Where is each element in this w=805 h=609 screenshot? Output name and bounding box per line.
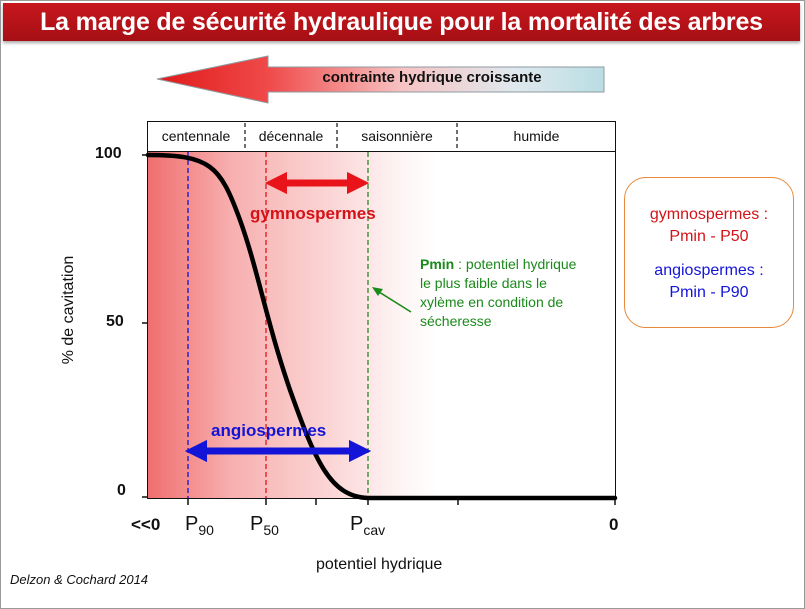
x-tick-p90: P90 (185, 513, 214, 538)
vulnerability-curve (145, 152, 618, 501)
stress-arrow (156, 55, 605, 104)
x-tick-p50: P50 (250, 513, 279, 538)
x-axis-label: potentiel hydrique (316, 556, 443, 573)
pmin-annotation: Pmin : potentiel hydrique le plus faible… (420, 255, 590, 331)
x-tick-pcav: Pcav (350, 513, 386, 538)
band-decennale: décennale (245, 121, 337, 152)
stress-arrow-label: contrainte hydrique croissante (322, 69, 542, 86)
y-tick-50: 50 (106, 313, 124, 330)
slide-title: La marge de sécurité hydraulique pour la… (3, 3, 800, 41)
x-tick-left: <<0 (131, 515, 161, 534)
legend-gymno-formula: Pmin - P50 (669, 228, 749, 245)
y-axis-label: % de cavitation (60, 255, 77, 365)
y-tick-0: 0 (117, 482, 126, 499)
legend-box: gymnospermes : Pmin - P50 angiospermes :… (624, 177, 794, 328)
band-humide: humide (457, 121, 616, 152)
gymno-margin-label: gymnospermes (250, 204, 376, 223)
legend-gymno-title: gymnospermes : (649, 206, 769, 223)
legend-angio-formula: Pmin - P90 (669, 284, 749, 301)
band-saisonniere: saisonnière (337, 121, 457, 152)
pmin-pointer-arrowhead (372, 287, 383, 296)
legend-angio-title: angiospermes : (654, 262, 764, 279)
x-tick-right: 0 (609, 515, 619, 534)
y-tick-100: 100 (95, 145, 122, 162)
pmin-term: Pmin (420, 256, 455, 272)
source-credit: Delzon & Cochard 2014 (10, 572, 149, 587)
band-centennale: centennale (147, 121, 245, 152)
pmin-pointer-arrow (375, 289, 412, 313)
angio-margin-label: angiospermes (211, 421, 327, 440)
pmin-description: : potentiel hydrique le plus faible dans… (420, 256, 577, 329)
